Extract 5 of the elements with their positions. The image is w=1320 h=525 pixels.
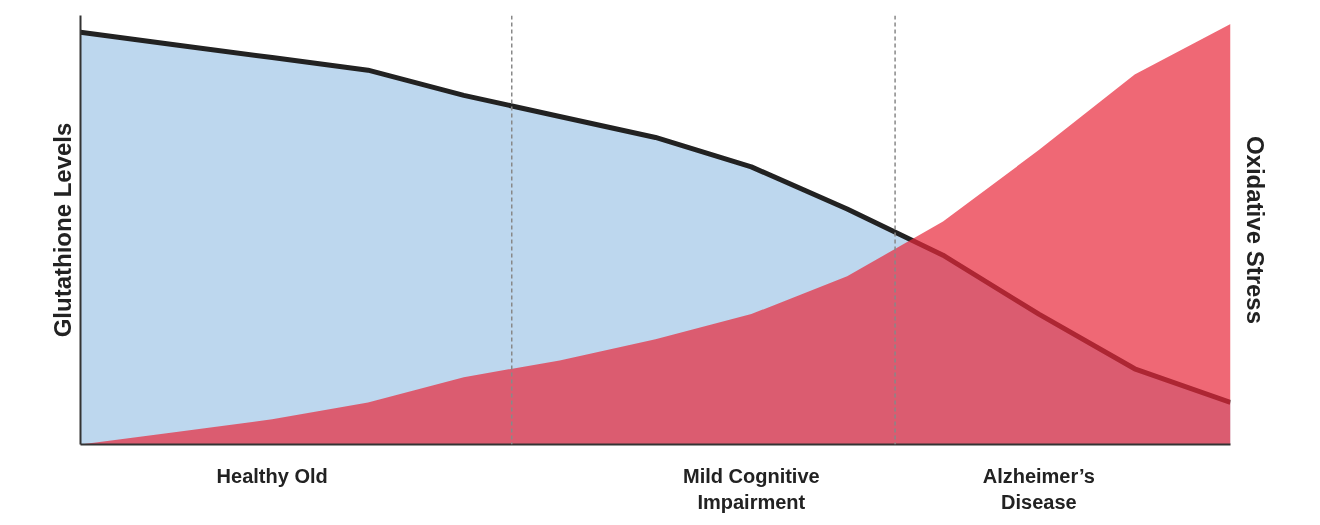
x-tick-label: Healthy Old: [216, 464, 328, 487]
y-axis-title: Glutathione Levels: [48, 122, 76, 338]
x-tick-label: Mild Cognitive Impairment: [683, 464, 820, 513]
y2-axis-title: Oxidative Stress: [1241, 135, 1269, 325]
x-tick-label: Alzheimer’s Disease: [982, 464, 1095, 513]
